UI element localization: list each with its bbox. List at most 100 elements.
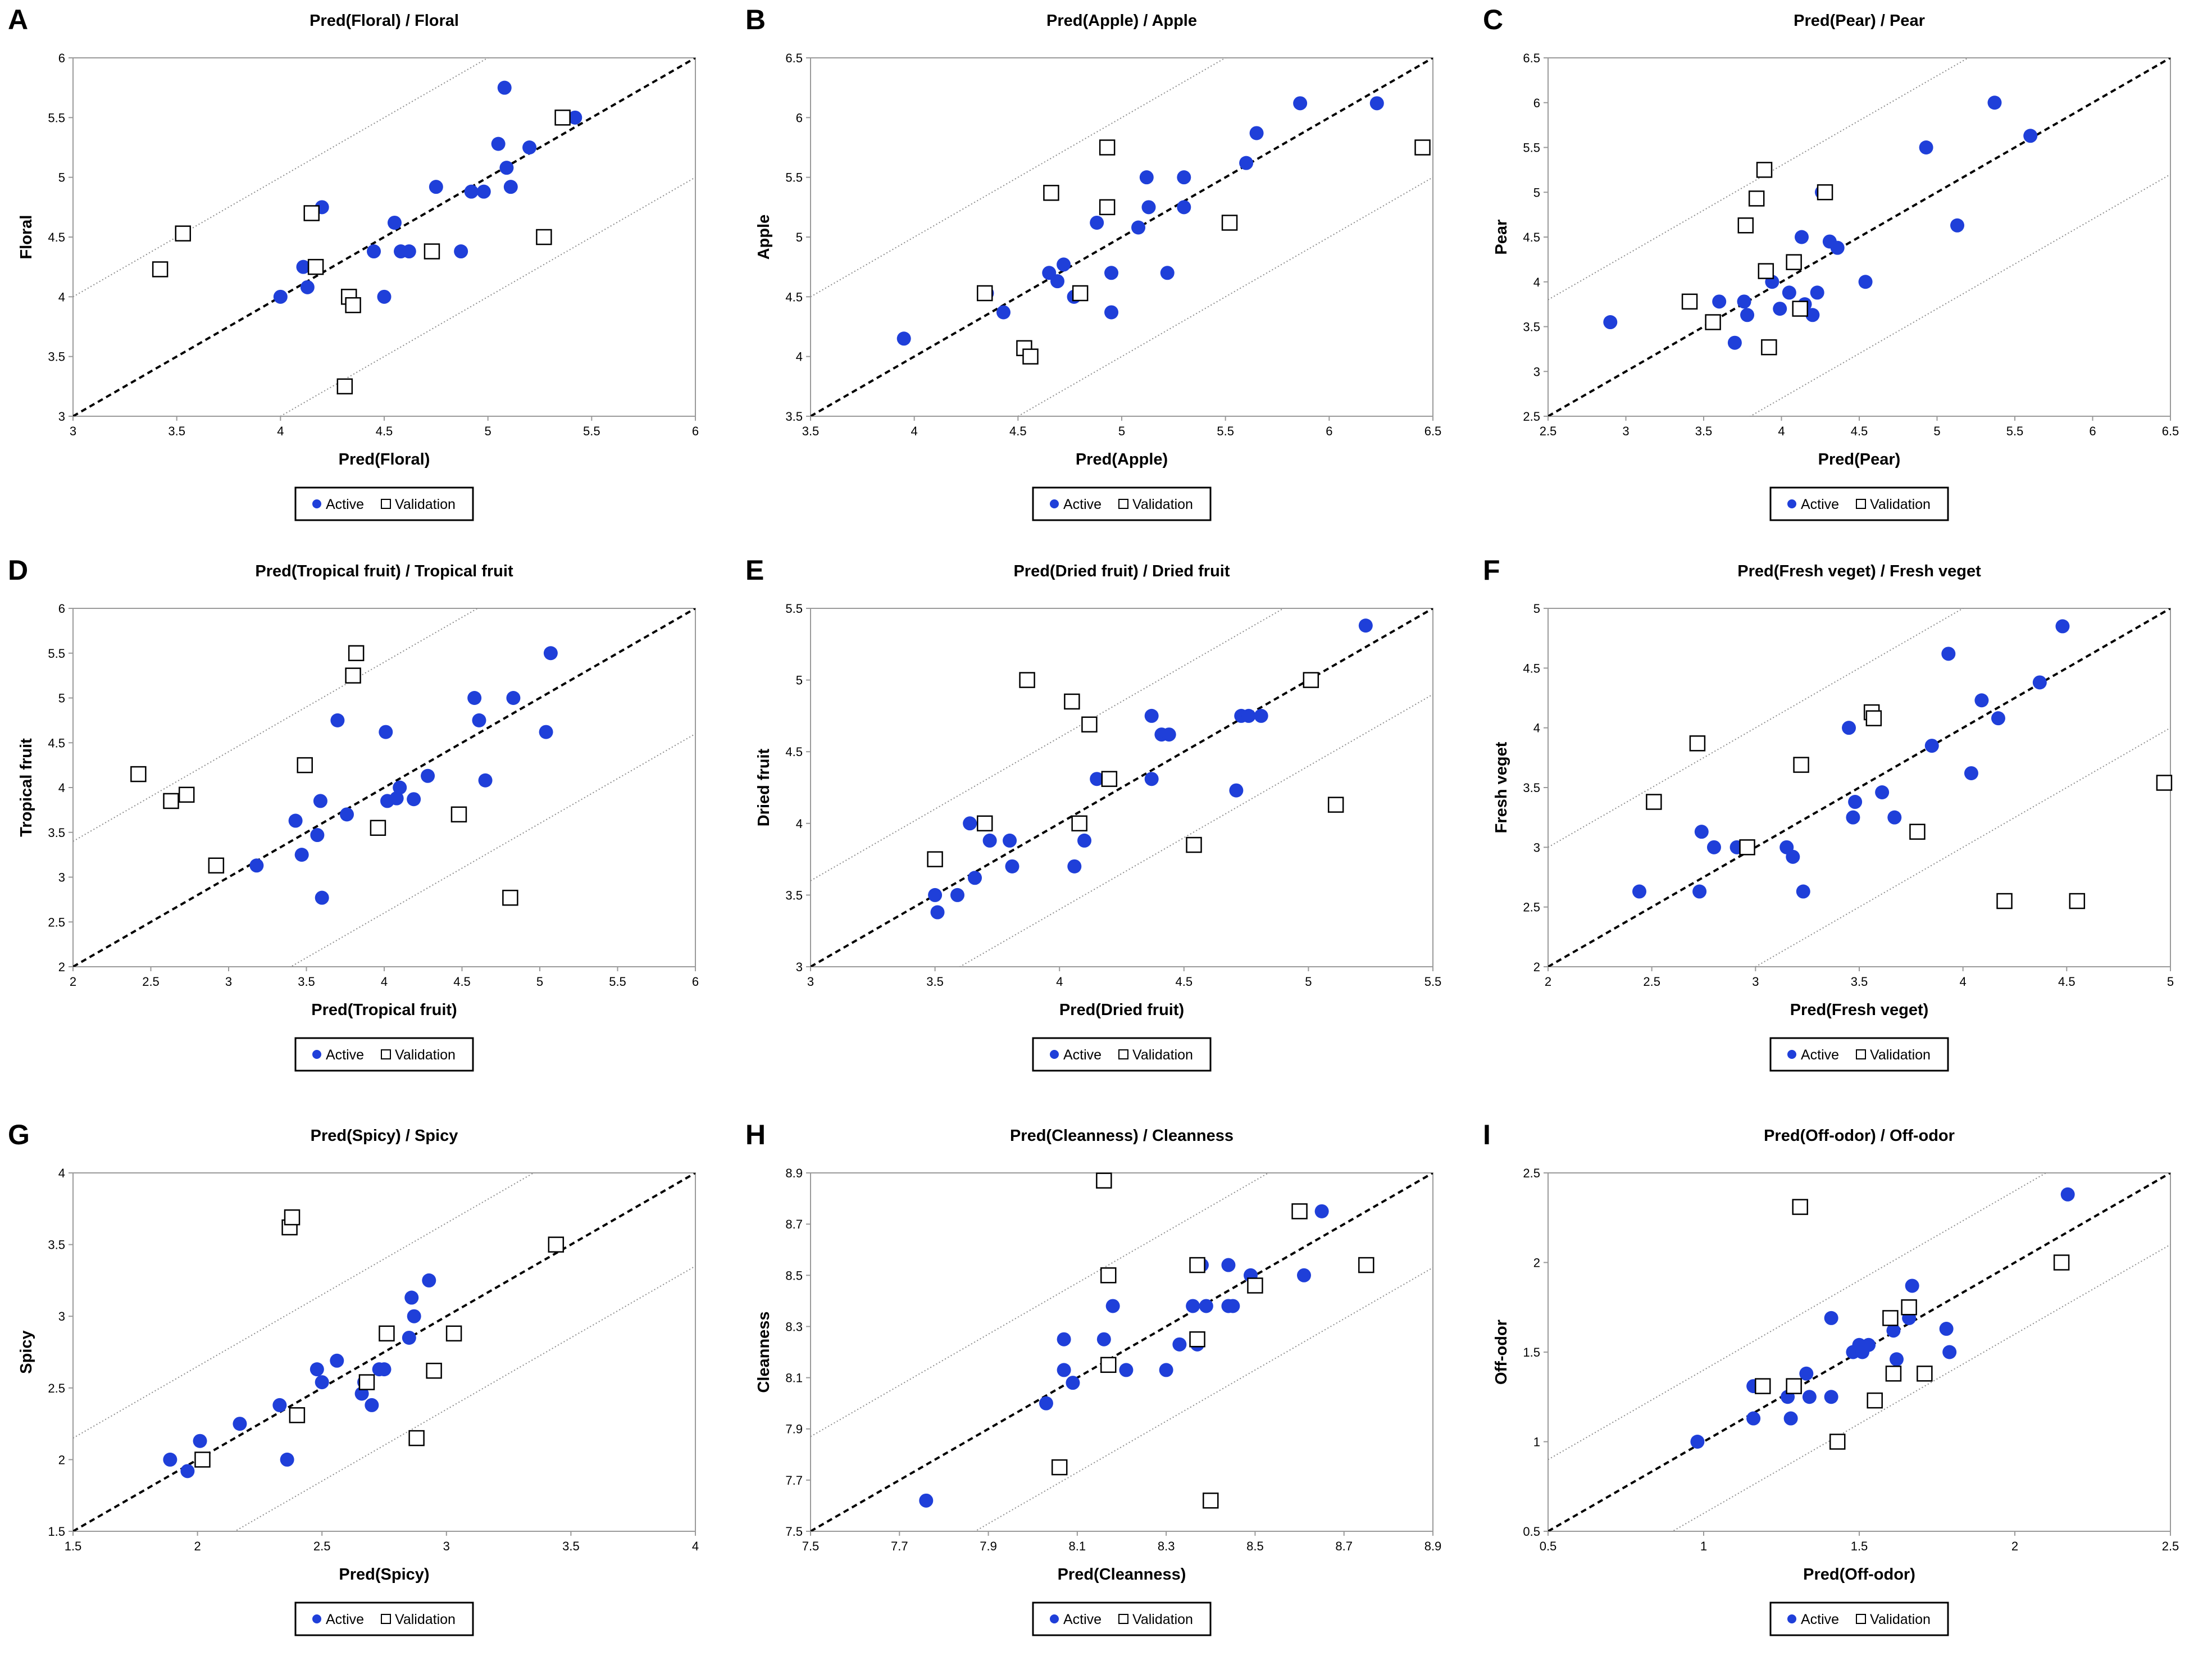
legend-active-marker <box>1050 499 1059 508</box>
active-point <box>1144 708 1159 723</box>
active-point <box>568 110 582 125</box>
y-tick-label: 5.5 <box>785 602 803 616</box>
x-tick-label: 2.5 <box>2162 1539 2179 1553</box>
identity-line <box>1548 1173 2170 1531</box>
active-point <box>499 161 514 175</box>
active-point <box>1987 95 2002 110</box>
active-point <box>1090 772 1104 786</box>
active-point <box>968 871 982 885</box>
validation-point <box>976 815 993 832</box>
validation-point <box>1071 815 1087 832</box>
active-point <box>1358 618 1373 633</box>
x-tick-label: 2 <box>2011 1539 2018 1553</box>
x-tick-label: 4.5 <box>1009 424 1027 438</box>
legend-active-label: Active <box>1063 1047 1102 1063</box>
active-point <box>1603 315 1618 330</box>
active-point <box>1858 275 1873 289</box>
x-tick-label: 2.5 <box>142 975 160 989</box>
y-tick-label: 5.5 <box>48 647 65 661</box>
active-point <box>389 791 404 806</box>
active-point <box>402 244 416 259</box>
legend-active-marker <box>312 1614 321 1623</box>
validation-point <box>130 766 147 782</box>
active-point <box>476 184 491 199</box>
x-tick-label: 8.9 <box>1424 1539 1442 1553</box>
panel-letter: B <box>745 4 766 35</box>
x-tick-label: 8.7 <box>1335 1539 1353 1553</box>
y-tick-label: 4 <box>58 290 65 304</box>
legend-active-label: Active <box>326 1612 364 1627</box>
active-point <box>1293 96 1308 111</box>
validation-point <box>163 793 179 809</box>
legend: Active Validation <box>1769 1037 1949 1072</box>
legend-validation-marker <box>381 1049 391 1059</box>
active-point <box>2060 1187 2075 1202</box>
validation-point <box>345 297 361 313</box>
identity-line <box>1548 608 2170 967</box>
validation-point <box>1909 824 1926 840</box>
y-tick-label: 3 <box>796 960 803 974</box>
active-point <box>950 888 964 902</box>
y-tick-label: 6 <box>58 602 65 616</box>
validation-point <box>1996 893 2013 909</box>
y-tick-label: 5 <box>1533 602 1540 616</box>
validation-point <box>1761 339 1777 356</box>
legend: Active Validation <box>1032 1602 1212 1636</box>
active-point <box>1186 1299 1200 1313</box>
y-tick-label: 2 <box>1533 1256 1540 1270</box>
y-tick-label: 4.5 <box>785 745 803 759</box>
active-point <box>1144 772 1159 786</box>
y-tick-label: 5 <box>796 674 803 688</box>
active-point <box>273 289 288 304</box>
validation-point <box>1189 1331 1205 1348</box>
legend-active-marker <box>1787 1614 1796 1623</box>
active-point <box>340 807 354 822</box>
active-point <box>2023 129 2038 143</box>
x-axis-label: Pred(Apple) <box>1076 451 1168 468</box>
y-tick-label: 3.5 <box>48 826 65 840</box>
x-tick-label: 4 <box>277 424 284 438</box>
active-point <box>1159 1363 1173 1377</box>
x-tick-label: 3 <box>1622 424 1629 438</box>
validation-point <box>1786 254 1802 270</box>
active-point <box>300 280 315 294</box>
chart-title: Pred(Apple) / Apple <box>1046 12 1197 30</box>
x-tick-label: 3 <box>807 975 814 989</box>
y-axis-label: Dried fruit <box>755 748 773 826</box>
validation-point <box>976 285 993 302</box>
validation-point <box>1096 1172 1112 1189</box>
validation-point <box>358 1374 375 1390</box>
x-tick-label: 6.5 <box>2162 424 2179 438</box>
x-axis-label: Pred(Pear) <box>1818 451 1901 468</box>
validation-point <box>1064 693 1080 710</box>
y-tick-label: 3.5 <box>1523 781 1540 795</box>
validation-point <box>1051 1459 1068 1476</box>
validation-point <box>1221 215 1238 231</box>
chart-title: Pred(Dried fruit) / Dried fruit <box>1013 562 1230 580</box>
active-point <box>1875 785 1890 800</box>
legend-validation-label: Validation <box>1132 1612 1193 1627</box>
legend-validation-label: Validation <box>395 1047 456 1063</box>
series-active <box>1690 1187 2075 1449</box>
y-tick-label: 3 <box>1533 365 1540 379</box>
y-tick-label: 6.5 <box>785 51 803 65</box>
active-point <box>310 1362 324 1377</box>
y-tick-label: 3.5 <box>785 410 803 424</box>
y-tick-label: 2.5 <box>1523 1166 1540 1180</box>
y-tick-label: 0.5 <box>1523 1525 1540 1539</box>
active-point <box>1889 1352 1904 1367</box>
active-point <box>1369 96 1384 111</box>
active-point <box>1104 305 1119 320</box>
y-tick-label: 4.5 <box>1523 230 1540 244</box>
active-point <box>1796 884 1810 899</box>
active-point <box>2055 619 2070 634</box>
active-point <box>1226 1299 1240 1313</box>
legend: Active Validation <box>1769 486 1949 521</box>
active-point <box>280 1452 294 1467</box>
x-axis-label: Pred(Cleanness) <box>1058 1566 1186 1584</box>
reference-lines <box>1548 58 2170 416</box>
y-tick-label: 4 <box>796 350 803 364</box>
active-point <box>1942 1345 1957 1359</box>
validation-point <box>450 806 467 823</box>
x-tick-label: 4.5 <box>1851 424 1868 438</box>
